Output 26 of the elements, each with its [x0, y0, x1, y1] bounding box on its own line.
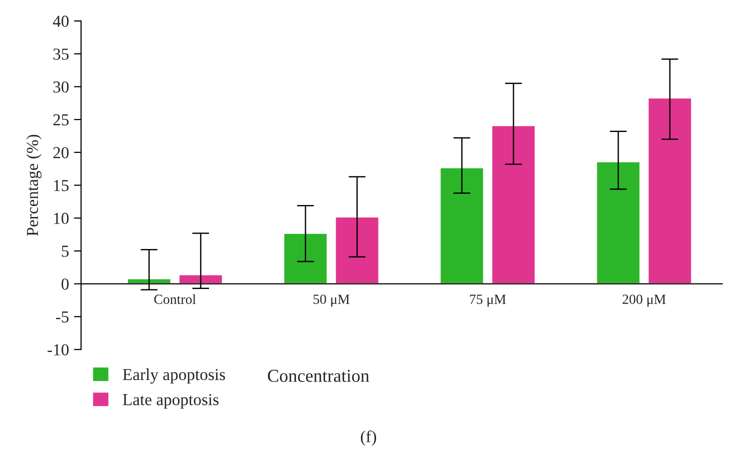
text: (f)	[360, 430, 376, 446]
bar	[490, 124, 536, 284]
bar	[334, 216, 380, 284]
legend-label: Late apoptosis	[122, 394, 219, 409]
bar	[439, 166, 484, 284]
x-tick-label: 200 μM	[622, 294, 666, 307]
x-tick-label: Control	[154, 294, 196, 304]
y-tick-label: 40	[52, 16, 69, 27]
bar	[282, 232, 328, 284]
x-tick-label: 50 μM	[314, 294, 350, 307]
y-axis-title: Percentage (%)	[26, 134, 42, 236]
y-tick-label: 25	[53, 114, 69, 126]
y-tick-label: -10	[48, 344, 69, 356]
y-tick-label: 10	[54, 212, 69, 224]
bar	[596, 160, 641, 284]
y-tick-label: 5	[62, 246, 69, 257]
x-axis-title: Concentration	[268, 370, 370, 382]
y-tick-label: 20	[53, 147, 69, 158]
y-tick-label: -5	[56, 312, 69, 323]
y-tick-label: 30	[53, 81, 69, 93]
y-tick-label: 35	[53, 48, 69, 60]
y-tick-label: 15	[54, 180, 69, 192]
legend-label: Early apoptosis	[122, 368, 226, 384]
x-tick-label: 75 μM	[470, 294, 506, 307]
y-tick-label: 0	[62, 278, 69, 290]
bar	[647, 97, 692, 284]
